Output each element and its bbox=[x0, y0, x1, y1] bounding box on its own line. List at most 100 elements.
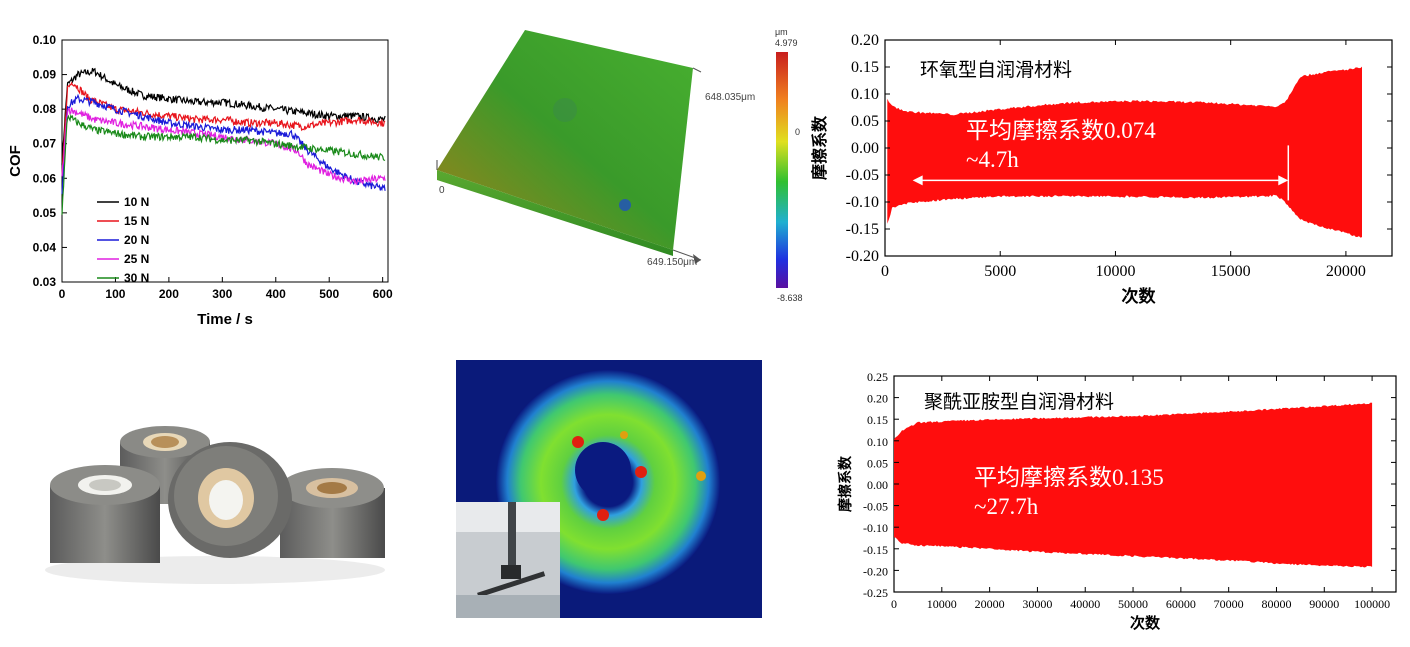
y-tick-label: -0.20 bbox=[863, 564, 888, 578]
y-tick-label: 0.00 bbox=[867, 478, 888, 492]
y-tick-label: 0.05 bbox=[33, 206, 57, 220]
x-tick-label: 100000 bbox=[1354, 597, 1390, 611]
inset-apparatus-photo bbox=[456, 502, 560, 618]
chart-title: 聚酰亚胺型自润滑材料 bbox=[924, 391, 1114, 413]
bearings-photo bbox=[40, 410, 390, 590]
x-tick-label: 80000 bbox=[1261, 597, 1291, 611]
y-tick-label: -0.20 bbox=[846, 248, 879, 265]
y-tick-label: 0.05 bbox=[867, 456, 888, 470]
wear-ring-heatmap bbox=[456, 360, 762, 618]
surface-3d-panel: 648.035μm 649.150μm 0 μm 4.979 0 -8.638 bbox=[425, 20, 825, 310]
x-tick-label: 30000 bbox=[1022, 597, 1052, 611]
heatmap-hotspot bbox=[572, 436, 584, 448]
heatmap-hotspot bbox=[635, 466, 647, 478]
plot-frame bbox=[61, 39, 389, 283]
x-tick-label: 0 bbox=[59, 287, 66, 301]
epoxy-friction-chart: 0.20 0.15 0.10 0.05 0.00 -0.05 -0.10 -0.15 -0.20… bbox=[800, 20, 1410, 320]
annotation-subtext: ~27.7h bbox=[974, 494, 1039, 519]
heatmap-hotspot bbox=[620, 431, 628, 439]
series-line-2 bbox=[61, 93, 386, 195]
y-tick-label: -0.05 bbox=[846, 167, 879, 184]
annotation-text: 平均摩擦系数0.074 bbox=[966, 118, 1156, 143]
heatmap-hotspot bbox=[696, 471, 706, 481]
y-tick-label: 0.15 bbox=[851, 59, 879, 76]
x-tick-label: 60000 bbox=[1166, 597, 1196, 611]
bearing-left bbox=[50, 465, 160, 563]
y-tick-label: 0.20 bbox=[851, 32, 879, 49]
legend-label: 10 N bbox=[124, 195, 149, 209]
y-tick-label: -0.15 bbox=[863, 543, 888, 557]
y-tick-label: 0.04 bbox=[33, 240, 57, 254]
x-tick-label: 20000 bbox=[1326, 263, 1366, 280]
y-tick-label: 0.20 bbox=[867, 392, 888, 406]
surface-dip bbox=[553, 98, 577, 122]
polyimide-friction-chart: 0.25 0.20 0.15 0.10 0.05 0.00 -0.05 -0.10 -0.15 -… bbox=[830, 360, 1410, 642]
bearings-svg bbox=[45, 426, 385, 584]
y-tick-label: 0.25 bbox=[867, 370, 888, 384]
bearing-middle bbox=[168, 442, 292, 558]
duration-arrow-head-left bbox=[912, 175, 923, 186]
y-tick-label: 0.10 bbox=[851, 86, 879, 103]
annotation-subtext: ~4.7h bbox=[966, 147, 1019, 172]
colorbar-zero: 0 bbox=[795, 127, 800, 137]
x-tick-label: 10000 bbox=[1095, 263, 1135, 280]
x-axis-label: Time / s bbox=[197, 311, 253, 328]
y-tick-label: -0.05 bbox=[863, 500, 888, 514]
legend-label: 20 N bbox=[124, 233, 149, 247]
surface-axis-arrow bbox=[693, 254, 701, 264]
heatmap-center-hole bbox=[575, 442, 631, 498]
heatmap-svg bbox=[456, 360, 762, 618]
x-tick-label: 90000 bbox=[1309, 597, 1339, 611]
y-axis-label: 摩擦系数 bbox=[810, 115, 829, 180]
colorbar-max: 4.979 bbox=[775, 38, 798, 48]
series-line-3 bbox=[61, 107, 386, 186]
cof-time-chart: 0.03 0.04 0.05 0.06 0.07 0.08 0.09 0.10 0 100 200 3… bbox=[0, 20, 400, 340]
y-tick-label: 0.15 bbox=[867, 413, 888, 427]
x-tick-label: 500 bbox=[319, 287, 339, 301]
x-axis-label: 次数 bbox=[1122, 286, 1157, 306]
legend-label: 25 N bbox=[124, 252, 149, 266]
x-tick-label: 100 bbox=[105, 287, 125, 301]
y-tick-label: 0.07 bbox=[33, 137, 57, 151]
surface-depth-label: 648.035μm bbox=[705, 92, 755, 103]
x-tick-label: 20000 bbox=[975, 597, 1005, 611]
x-tick-label: 5000 bbox=[984, 263, 1016, 280]
x-tick-label: 200 bbox=[159, 287, 179, 301]
series-line-0 bbox=[61, 67, 386, 165]
y-tick-label: 0.05 bbox=[851, 113, 879, 130]
bearing-right bbox=[280, 468, 385, 558]
series-line-1 bbox=[61, 81, 386, 177]
surface-3d-svg: 648.035μm 649.150μm 0 μm 4.979 0 -8.638 bbox=[436, 27, 803, 303]
polyimide-chart-svg: 0.25 0.20 0.15 0.10 0.05 0.00 -0.05 -0.10 -0.15 -… bbox=[837, 370, 1397, 632]
y-axis-label: COF bbox=[7, 145, 24, 177]
x-tick-label: 600 bbox=[373, 287, 393, 301]
cof-chart-svg: 0.03 0.04 0.05 0.06 0.07 0.08 0.09 0.10 0 100 200 3… bbox=[7, 33, 393, 328]
heatmap-hotspot bbox=[597, 509, 609, 521]
y-tick-label: 0.10 bbox=[33, 33, 57, 47]
y-tick-label: 0.00 bbox=[851, 140, 879, 157]
surface-axis-y bbox=[692, 67, 702, 73]
x-tick-label: 50000 bbox=[1118, 597, 1148, 611]
y-tick-label: -0.10 bbox=[863, 521, 888, 535]
chart-title: 环氧型自润滑材料 bbox=[920, 59, 1072, 81]
y-tick-label: -0.10 bbox=[846, 194, 879, 211]
surface-width-label: 649.150μm bbox=[647, 257, 697, 268]
x-tick-label: 0 bbox=[881, 263, 889, 280]
surface-top bbox=[437, 30, 693, 250]
x-tick-label: 10000 bbox=[927, 597, 957, 611]
friction-band bbox=[887, 66, 1362, 238]
y-tick-label: 0.06 bbox=[33, 171, 57, 185]
y-tick-label: 0.09 bbox=[33, 68, 57, 82]
friction-band bbox=[894, 402, 1373, 568]
colorbar-unit: μm bbox=[775, 27, 788, 37]
legend-label: 15 N bbox=[124, 214, 149, 228]
x-tick-label: 40000 bbox=[1070, 597, 1100, 611]
y-tick-label: -0.25 bbox=[863, 586, 888, 600]
x-tick-label: 300 bbox=[212, 287, 232, 301]
series-line-4 bbox=[61, 113, 386, 215]
y-tick-label: 0.03 bbox=[33, 275, 57, 289]
epoxy-chart-svg: 0.20 0.15 0.10 0.05 0.00 -0.05 -0.10 -0.15 -0.20… bbox=[810, 32, 1393, 306]
x-tick-label: 70000 bbox=[1214, 597, 1244, 611]
x-tick-label: 0 bbox=[891, 597, 897, 611]
y-axis-label: 摩擦系数 bbox=[837, 455, 853, 512]
